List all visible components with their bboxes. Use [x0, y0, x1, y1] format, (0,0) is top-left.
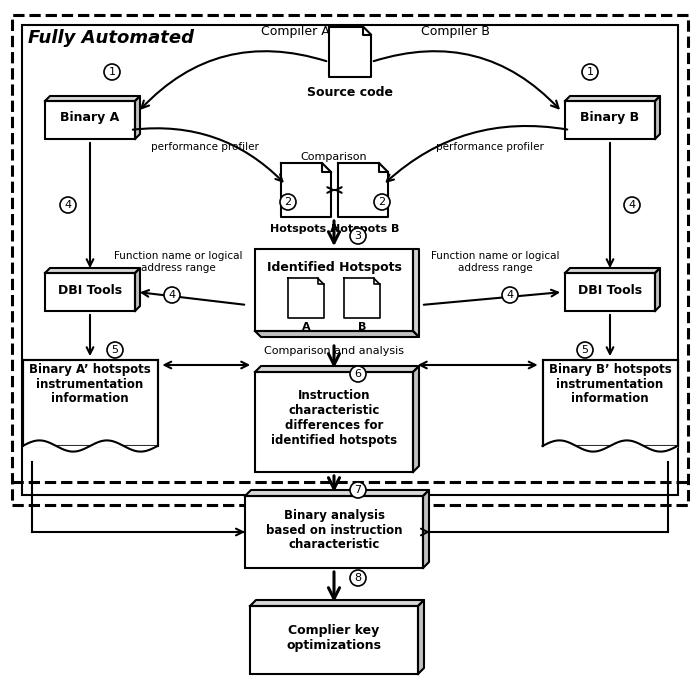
Polygon shape	[281, 163, 331, 217]
Polygon shape	[245, 490, 429, 496]
FancyArrowPatch shape	[374, 51, 559, 108]
Text: Hotspots B: Hotspots B	[331, 224, 399, 234]
Bar	[45, 273, 135, 311]
Text: performance profiler: performance profiler	[436, 142, 544, 152]
Circle shape	[350, 228, 366, 244]
Polygon shape	[135, 268, 140, 311]
Text: 5: 5	[111, 345, 118, 355]
Text: B: B	[358, 322, 366, 332]
Polygon shape	[288, 278, 324, 318]
Circle shape	[350, 570, 366, 586]
Bar	[250, 606, 418, 674]
Bar	[45, 101, 135, 139]
Polygon shape	[344, 278, 380, 318]
Polygon shape	[135, 96, 140, 139]
Polygon shape	[655, 268, 660, 311]
Bar	[22, 25, 678, 495]
Polygon shape	[655, 96, 660, 139]
Text: 4: 4	[629, 200, 636, 210]
Text: DBI Tools: DBI Tools	[578, 284, 642, 297]
Circle shape	[624, 197, 640, 213]
Text: 2: 2	[379, 197, 386, 207]
Bar	[22, 360, 158, 446]
Polygon shape	[255, 331, 419, 337]
Text: Compiler B: Compiler B	[421, 25, 489, 38]
Polygon shape	[565, 268, 660, 273]
Polygon shape	[329, 27, 371, 77]
FancyArrowPatch shape	[141, 51, 326, 108]
FancyArrowPatch shape	[387, 126, 567, 181]
Text: Binary A: Binary A	[60, 111, 120, 125]
Text: Hotspots A: Hotspots A	[270, 224, 338, 234]
Polygon shape	[565, 96, 660, 101]
Bar	[12, 15, 688, 505]
Polygon shape	[413, 366, 419, 472]
Circle shape	[104, 64, 120, 80]
Polygon shape	[250, 600, 424, 606]
Polygon shape	[45, 96, 140, 101]
Polygon shape	[45, 268, 140, 273]
Circle shape	[577, 342, 593, 358]
Polygon shape	[418, 600, 424, 674]
Text: Compiler A: Compiler A	[260, 25, 330, 38]
Text: 6: 6	[354, 369, 361, 379]
Text: Complier key
optimizations: Complier key optimizations	[286, 624, 382, 652]
Text: performance profiler: performance profiler	[151, 142, 259, 152]
Text: 4: 4	[169, 290, 176, 300]
Text: Fully Automated: Fully Automated	[28, 29, 194, 47]
Text: A: A	[302, 322, 310, 332]
Circle shape	[374, 194, 390, 210]
Circle shape	[107, 342, 123, 358]
Text: Instruction
characteristic
differences for
identified hotspots: Instruction characteristic differences f…	[271, 389, 397, 447]
Bar	[542, 360, 678, 446]
Text: 2: 2	[284, 197, 292, 207]
Circle shape	[280, 194, 296, 210]
Text: DBI Tools: DBI Tools	[58, 284, 122, 297]
Circle shape	[60, 197, 76, 213]
Circle shape	[502, 287, 518, 303]
Polygon shape	[423, 490, 429, 568]
Polygon shape	[255, 366, 419, 372]
Bar	[255, 249, 413, 331]
Text: 4: 4	[64, 200, 71, 210]
Polygon shape	[413, 249, 419, 337]
Bar	[565, 101, 655, 139]
Text: Comparison: Comparison	[301, 152, 368, 162]
Text: Binary B’ hotspots
instrumentation
information: Binary B’ hotspots instrumentation infor…	[549, 363, 671, 405]
Polygon shape	[338, 163, 388, 217]
Text: 8: 8	[354, 573, 362, 583]
Text: Source code: Source code	[307, 86, 393, 99]
Text: Binary analysis
based on instruction
characteristic: Binary analysis based on instruction cha…	[266, 508, 402, 552]
Text: Identified Hotspots: Identified Hotspots	[267, 261, 401, 274]
Text: Binary A’ hotspots
instrumentation
information: Binary A’ hotspots instrumentation infor…	[29, 363, 151, 405]
Text: 7: 7	[354, 485, 362, 495]
Bar	[565, 273, 655, 311]
Bar	[245, 496, 423, 568]
Text: 5: 5	[582, 345, 589, 355]
Circle shape	[350, 482, 366, 498]
Text: Comparison and analysis: Comparison and analysis	[264, 346, 404, 356]
Text: 1: 1	[587, 67, 594, 77]
Text: Function name or logical
address range: Function name or logical address range	[430, 251, 559, 273]
Text: Binary B: Binary B	[580, 111, 640, 125]
Circle shape	[582, 64, 598, 80]
Text: Function name or logical
address range: Function name or logical address range	[113, 251, 242, 273]
Bar	[255, 372, 413, 472]
Circle shape	[164, 287, 180, 303]
FancyArrowPatch shape	[133, 128, 282, 181]
Text: 1: 1	[108, 67, 116, 77]
Circle shape	[350, 366, 366, 382]
Text: 3: 3	[354, 231, 361, 241]
Text: 4: 4	[506, 290, 514, 300]
